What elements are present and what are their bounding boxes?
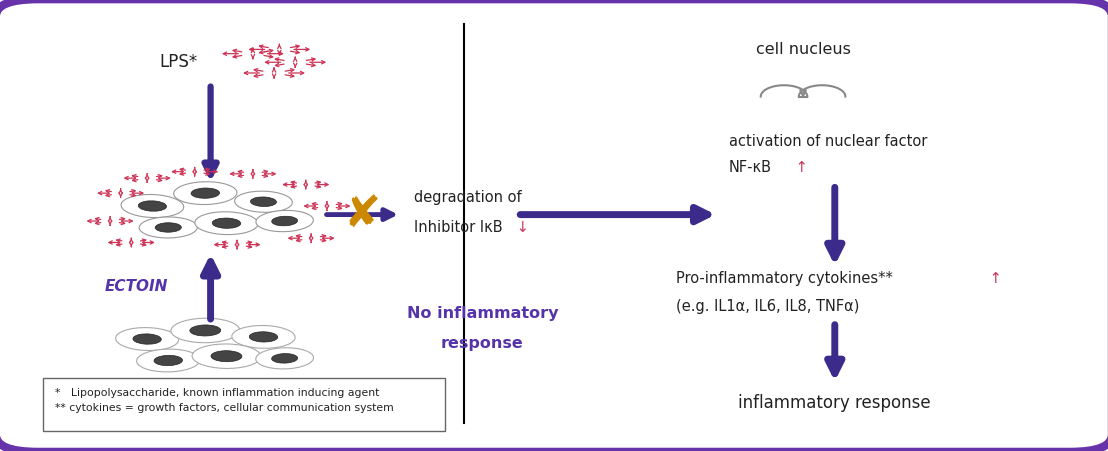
Ellipse shape xyxy=(271,354,298,363)
Text: NF-κB: NF-κB xyxy=(729,160,772,175)
Ellipse shape xyxy=(133,334,162,344)
Ellipse shape xyxy=(171,318,239,343)
Text: No inflammatory: No inflammatory xyxy=(407,306,558,321)
Ellipse shape xyxy=(154,355,183,366)
Ellipse shape xyxy=(121,194,184,217)
Ellipse shape xyxy=(235,191,293,212)
FancyBboxPatch shape xyxy=(43,377,445,431)
Ellipse shape xyxy=(136,349,199,372)
Text: Inhibitor IκB: Inhibitor IκB xyxy=(413,220,502,235)
Ellipse shape xyxy=(138,201,166,211)
Ellipse shape xyxy=(192,344,260,368)
Text: LPS*: LPS* xyxy=(160,53,198,71)
Ellipse shape xyxy=(232,326,295,348)
Text: cell nucleus: cell nucleus xyxy=(756,42,851,57)
Ellipse shape xyxy=(213,218,240,228)
Ellipse shape xyxy=(115,327,178,350)
Ellipse shape xyxy=(174,182,237,205)
Ellipse shape xyxy=(271,216,298,226)
Ellipse shape xyxy=(155,223,182,232)
Text: *   Lipopolysaccharide, known inflammation inducing agent
** cytokines = growth : * Lipopolysaccharide, known inflammation… xyxy=(55,387,393,413)
Text: keratinocytes: keratinocytes xyxy=(158,396,263,411)
Text: (e.g. IL1α, IL6, IL8, TNFα): (e.g. IL1α, IL6, IL8, TNFα) xyxy=(676,299,860,314)
Ellipse shape xyxy=(140,217,197,238)
Ellipse shape xyxy=(256,348,314,369)
Text: ECTOIN: ECTOIN xyxy=(105,279,168,294)
Text: Pro-inflammatory cytokines**: Pro-inflammatory cytokines** xyxy=(676,272,893,286)
Ellipse shape xyxy=(250,197,277,207)
Text: degradation of: degradation of xyxy=(413,190,522,205)
Text: ✘: ✘ xyxy=(343,193,380,236)
Text: inflammatory response: inflammatory response xyxy=(739,395,931,412)
Ellipse shape xyxy=(256,211,314,232)
Text: ↑: ↑ xyxy=(985,272,1002,286)
Ellipse shape xyxy=(211,351,242,362)
Text: ↓: ↓ xyxy=(512,220,529,235)
Ellipse shape xyxy=(189,325,220,336)
Ellipse shape xyxy=(191,188,219,198)
Text: response: response xyxy=(441,336,524,351)
Ellipse shape xyxy=(249,332,278,342)
Text: ↑: ↑ xyxy=(791,160,809,175)
Text: activation of nuclear factor: activation of nuclear factor xyxy=(729,134,927,149)
Ellipse shape xyxy=(195,212,258,235)
